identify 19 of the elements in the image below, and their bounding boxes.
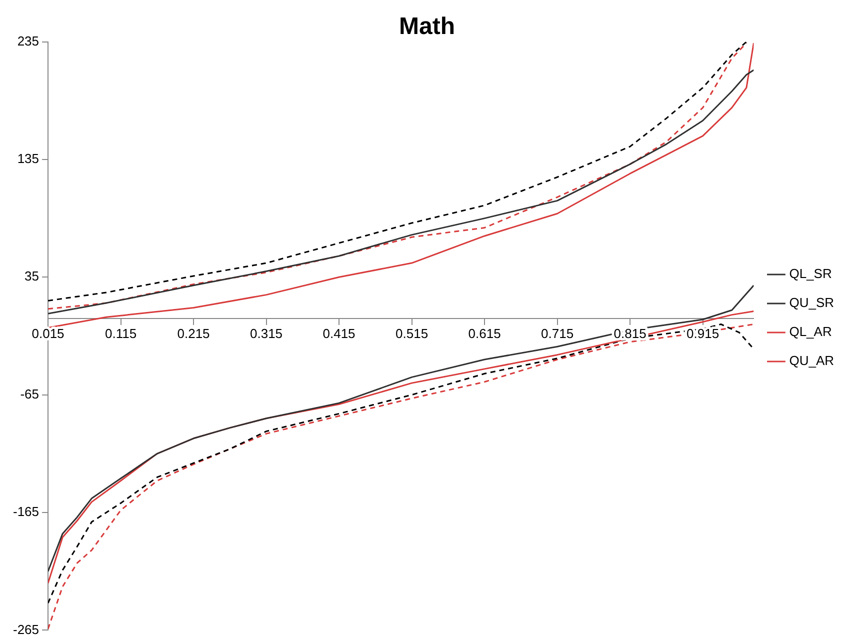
y-tick-label: 35 bbox=[24, 268, 40, 284]
x-tick-label: 0.115 bbox=[104, 326, 137, 341]
x-tick-label: 0.015 bbox=[32, 326, 64, 341]
y-tick-label: 135 bbox=[17, 151, 40, 166]
y-tick-label: -165 bbox=[12, 504, 40, 520]
x-tick-label: 0.615 bbox=[468, 326, 501, 341]
y-tick-label: -65 bbox=[20, 386, 40, 402]
x-tick-label: 0.415 bbox=[322, 326, 356, 341]
legend-label: QL_AR bbox=[789, 324, 832, 340]
x-tick-label: 0.515 bbox=[396, 326, 428, 341]
chart-title: Math bbox=[399, 13, 455, 40]
legend-label: QU_AR bbox=[789, 353, 834, 368]
x-tick-label: 0.715 bbox=[541, 326, 574, 341]
x-tick-label: 0.315 bbox=[250, 326, 283, 341]
legend-label: QU_SR bbox=[789, 295, 834, 310]
y-tick-label: -265 bbox=[12, 622, 40, 637]
x-tick-label: 0.215 bbox=[177, 326, 210, 341]
legend-label: QL_SR bbox=[789, 266, 832, 282]
y-tick-label: 235 bbox=[17, 33, 40, 48]
